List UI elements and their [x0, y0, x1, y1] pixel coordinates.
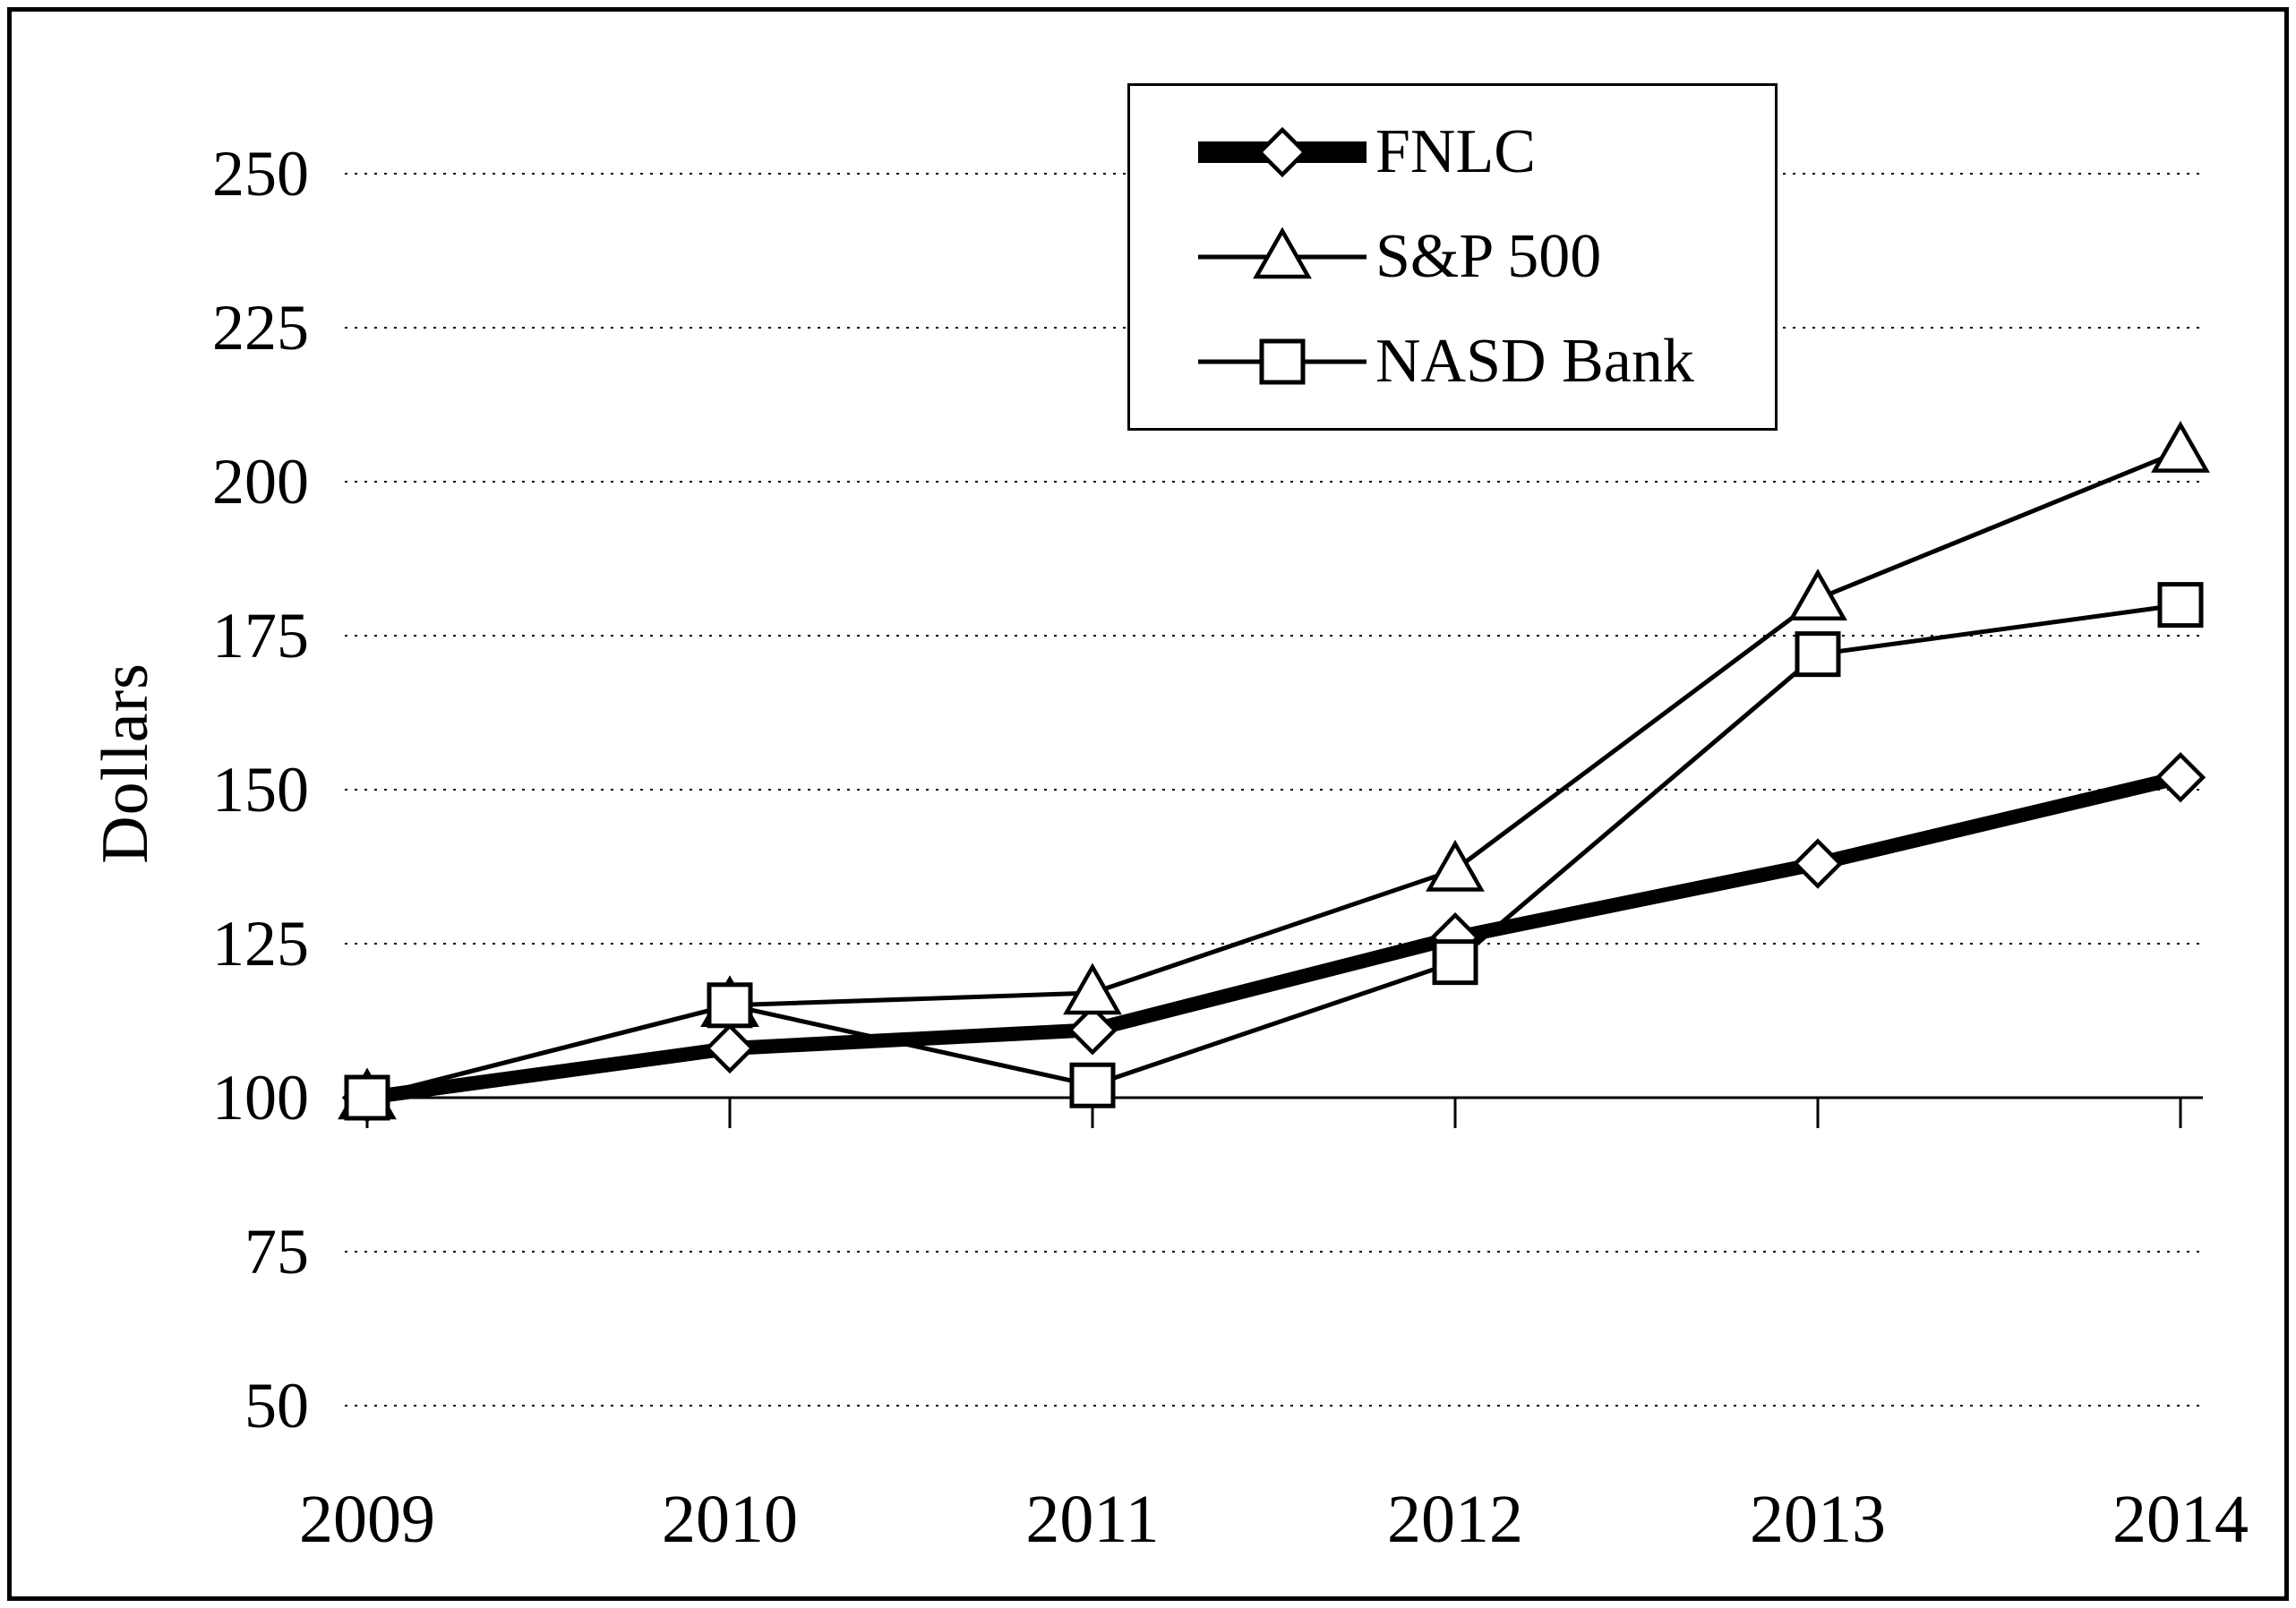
triangle-marker: [2151, 421, 2210, 473]
triangle-marker: [1063, 962, 1122, 1015]
legend-label: S&P 500: [1375, 221, 1602, 291]
diamond-marker: [2155, 752, 2206, 803]
legend-sample-triangle: [1198, 227, 1366, 279]
y-tick-label: 100: [212, 1062, 309, 1133]
series-line-diamond: [365, 770, 2182, 1105]
series-line-square: [366, 603, 2181, 1100]
legend-label: NASD Bank: [1375, 326, 1694, 396]
diamond-marker: [1256, 127, 1308, 178]
legend-sample-square: [1198, 338, 1366, 385]
triangle-marker: [1426, 839, 1485, 892]
y-tick-label: 50: [244, 1370, 309, 1441]
triangle-marker: [1788, 569, 1847, 620]
x-tick-label: 2014: [2112, 1482, 2249, 1557]
legend-item: FNLC: [1193, 119, 1766, 185]
y-tick-label: 125: [212, 908, 309, 979]
series-line-triangle: [366, 449, 2181, 1100]
diamond-marker: [704, 1022, 756, 1074]
legend-sample-diamond: [1198, 127, 1366, 178]
square-marker: [1432, 939, 1478, 986]
legend-label: FNLC: [1375, 117, 1536, 187]
x-tick-label: 2012: [1387, 1482, 1523, 1557]
square-marker: [1069, 1062, 1116, 1108]
diamond-marker: [1792, 838, 1844, 889]
y-tick-label: 200: [212, 446, 309, 517]
diamond-marker: [1067, 1005, 1118, 1056]
square-marker: [1795, 631, 1841, 678]
triangle-marker: [1253, 227, 1312, 279]
square-marker: [1259, 338, 1306, 385]
y-tick-label: 250: [212, 138, 309, 210]
legend-item: NASD Bank: [1193, 329, 1766, 395]
y-tick-label: 75: [244, 1216, 309, 1287]
x-tick-label: 2010: [662, 1482, 798, 1557]
y-tick-label: 150: [212, 754, 309, 825]
square-marker: [344, 1074, 390, 1121]
chart-legend: FNLC S&P 500 NASD Bank: [1127, 83, 1778, 431]
legend-item: S&P 500: [1193, 224, 1766, 290]
square-marker: [707, 982, 753, 1029]
y-tick-label: 175: [212, 600, 309, 671]
square-marker: [2157, 582, 2204, 629]
y-axis-title: Dollars: [89, 663, 162, 864]
x-tick-label: 2013: [1750, 1482, 1886, 1557]
y-tick-label: 225: [212, 292, 309, 364]
x-tick-label: 2011: [1025, 1482, 1159, 1557]
x-tick-label: 2009: [299, 1482, 435, 1557]
